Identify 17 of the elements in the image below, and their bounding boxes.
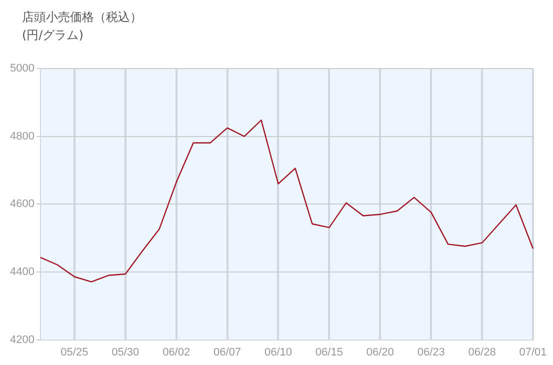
x-tick-label: 05/25 — [60, 346, 88, 358]
x-tick-label: 06/20 — [366, 346, 394, 358]
x-tick-label: 06/15 — [315, 346, 343, 358]
y-tick-label: 4400 — [10, 266, 34, 278]
y-tick-label: 4800 — [10, 130, 34, 142]
x-tick-label: 06/28 — [468, 346, 496, 358]
y-tick-label: 4600 — [10, 198, 34, 210]
x-tick-label: 06/10 — [264, 346, 292, 358]
x-tick-label: 06/02 — [162, 346, 190, 358]
chart-title: 店頭小売価格（税込） — [22, 9, 142, 26]
y-tick-label: 4200 — [10, 334, 34, 346]
chart-subtitle: (円/グラム) — [22, 27, 84, 44]
x-tick-label: 06/07 — [214, 346, 242, 358]
x-tick-label: 06/23 — [417, 346, 445, 358]
y-tick-label: 5000 — [10, 62, 34, 75]
x-tick-label: 05/30 — [112, 346, 140, 358]
x-tick-label: 07/01 — [519, 346, 547, 358]
